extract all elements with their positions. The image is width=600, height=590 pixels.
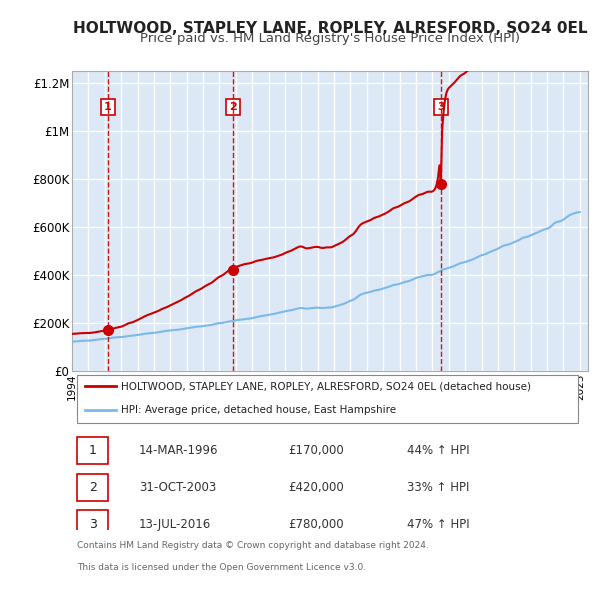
Text: £780,000: £780,000 [289, 517, 344, 530]
FancyBboxPatch shape [77, 375, 578, 422]
Text: £170,000: £170,000 [289, 444, 344, 457]
Text: 1: 1 [89, 444, 97, 457]
Text: 31-OCT-2003: 31-OCT-2003 [139, 481, 217, 494]
FancyBboxPatch shape [77, 474, 108, 501]
Text: HOLTWOOD, STAPLEY LANE, ROPLEY, ALRESFORD, SO24 0EL (detached house): HOLTWOOD, STAPLEY LANE, ROPLEY, ALRESFOR… [121, 381, 531, 391]
Text: 33% ↑ HPI: 33% ↑ HPI [407, 481, 470, 494]
Text: 3: 3 [89, 517, 97, 530]
FancyBboxPatch shape [77, 437, 108, 464]
FancyBboxPatch shape [77, 510, 108, 537]
Text: HPI: Average price, detached house, East Hampshire: HPI: Average price, detached house, East… [121, 405, 396, 415]
Text: 47% ↑ HPI: 47% ↑ HPI [407, 517, 470, 530]
Text: 2: 2 [229, 102, 237, 112]
Text: 14-MAR-1996: 14-MAR-1996 [139, 444, 218, 457]
Text: Contains HM Land Registry data © Crown copyright and database right 2024.: Contains HM Land Registry data © Crown c… [77, 541, 429, 550]
Text: 2: 2 [89, 481, 97, 494]
Text: 3: 3 [437, 102, 445, 112]
Text: 1: 1 [104, 102, 112, 112]
Text: 13-JUL-2016: 13-JUL-2016 [139, 517, 211, 530]
Text: 44% ↑ HPI: 44% ↑ HPI [407, 444, 470, 457]
Text: This data is licensed under the Open Government Licence v3.0.: This data is licensed under the Open Gov… [77, 563, 366, 572]
Text: HOLTWOOD, STAPLEY LANE, ROPLEY, ALRESFORD, SO24 0EL: HOLTWOOD, STAPLEY LANE, ROPLEY, ALRESFOR… [73, 21, 587, 35]
Text: £420,000: £420,000 [289, 481, 344, 494]
Text: Price paid vs. HM Land Registry's House Price Index (HPI): Price paid vs. HM Land Registry's House … [140, 32, 520, 45]
